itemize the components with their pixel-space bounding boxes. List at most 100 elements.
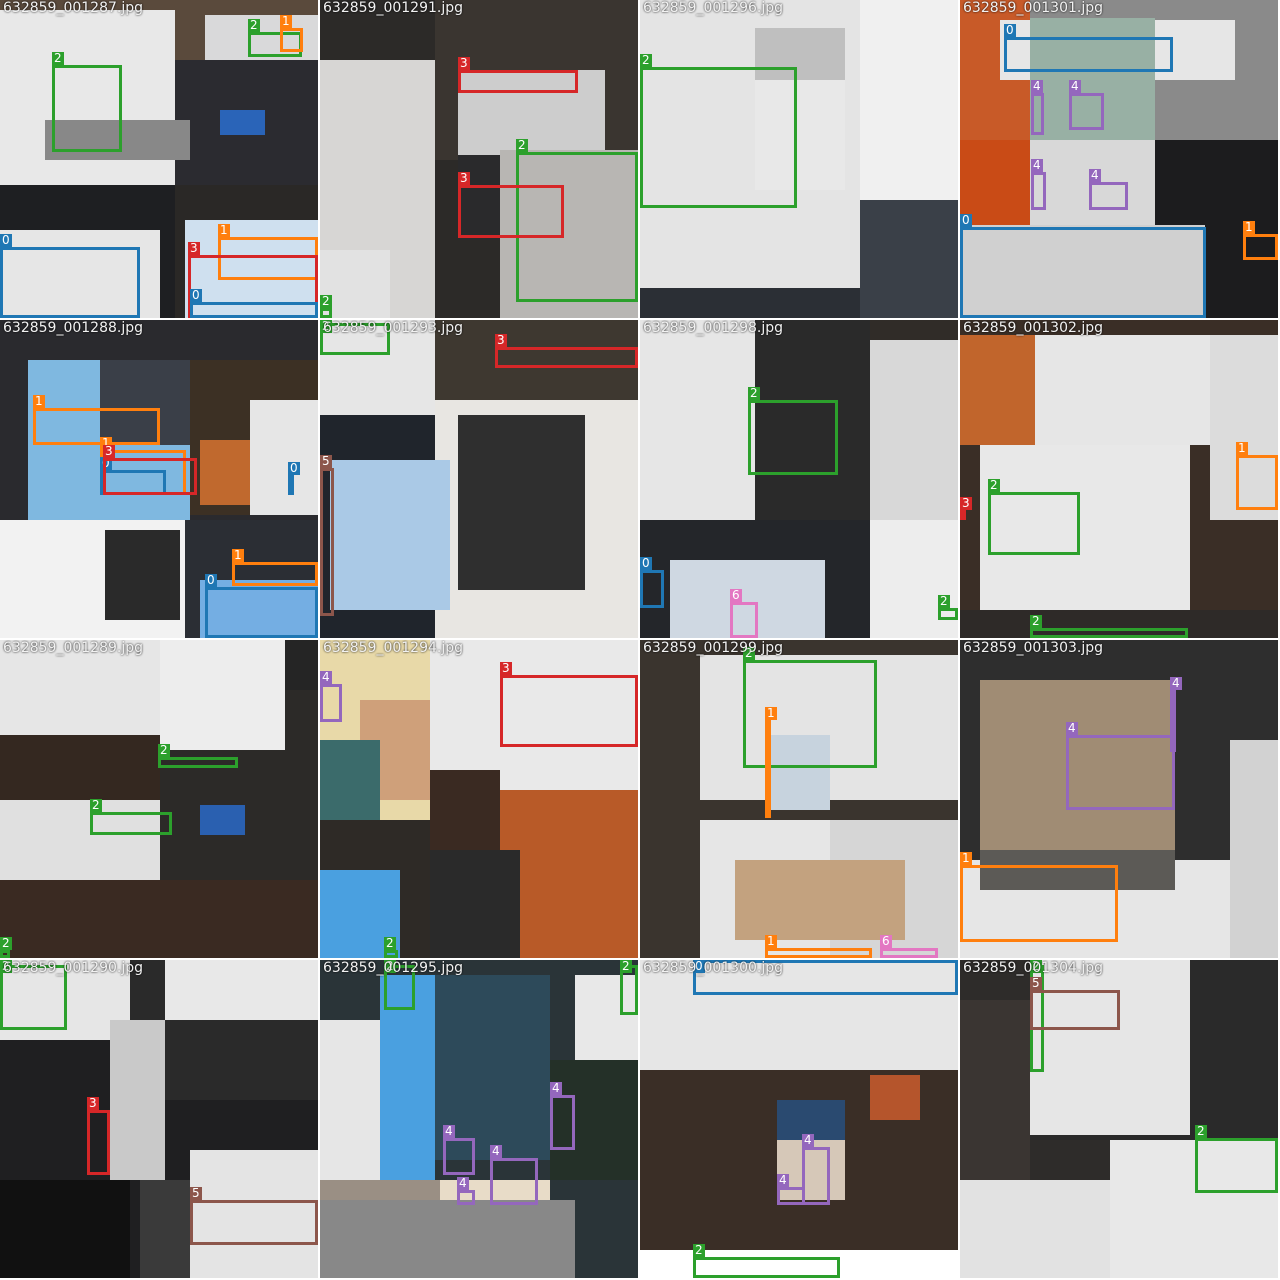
tile-filename: 632859_001290.jpg — [3, 960, 143, 976]
image-patch — [960, 335, 1035, 445]
box-class-label: 1 — [280, 14, 292, 28]
tile-filename: 632859_001304.jpg — [963, 960, 1103, 976]
bounding-box — [320, 684, 342, 722]
image-patch — [575, 975, 638, 1060]
image-patch — [165, 960, 318, 1020]
bounding-box — [550, 1095, 575, 1150]
bounding-box — [288, 475, 294, 495]
image-patch — [220, 110, 265, 135]
bounding-box — [730, 602, 758, 638]
bounding-box — [1195, 1138, 1278, 1193]
image-patch — [980, 680, 1175, 850]
box-class-label: 4 — [1031, 79, 1043, 93]
bounding-box — [87, 1110, 110, 1175]
image-patch — [960, 1180, 1110, 1278]
bounding-box — [280, 28, 303, 52]
bounding-box — [693, 960, 958, 995]
image-patch — [960, 225, 1205, 318]
tile-filename: 632859_001302.jpg — [963, 320, 1103, 336]
image-patch — [320, 250, 390, 318]
image-patch — [320, 1200, 575, 1278]
tile-filename: 632859_001294.jpg — [323, 640, 463, 656]
box-class-label: 2 — [384, 936, 396, 950]
mosaic-tile: 2 2 4 4 4 4 632859_001295.jpg — [320, 960, 638, 1278]
image-patch — [500, 150, 638, 318]
bounding-box — [103, 458, 197, 495]
bounding-box — [205, 587, 318, 638]
mosaic-tile: 2 0 6 2 632859_001298.jpg — [640, 320, 958, 638]
image-patch — [160, 640, 285, 750]
mosaic-tile: 4 4 1 632859_001303.jpg — [960, 640, 1278, 958]
box-class-label: 4 — [550, 1081, 562, 1095]
bounding-box — [320, 323, 390, 355]
mosaic-tile: 2 632859_001296.jpg — [640, 0, 958, 318]
box-class-label: 4 — [1069, 79, 1081, 93]
image-patch — [435, 320, 638, 400]
box-class-label: 5 — [320, 454, 332, 468]
bounding-box — [190, 302, 318, 318]
mosaic-tile: 1 1 0 3 0 1 0 632859_001288.jpg — [0, 320, 318, 638]
bounding-box — [0, 965, 67, 1030]
tile-filename: 632859_001298.jpg — [643, 320, 783, 336]
bounding-box — [457, 1190, 475, 1205]
image-patch — [860, 0, 958, 200]
bounding-box — [960, 510, 966, 520]
box-class-label: 2 — [1195, 1124, 1207, 1138]
box-class-label: 2 — [0, 936, 12, 950]
image-patch — [870, 340, 958, 520]
box-class-label: 0 — [1004, 23, 1016, 37]
tile-filename: 632859_001288.jpg — [3, 320, 143, 336]
box-class-label: 1 — [33, 394, 45, 408]
image-patch — [1210, 335, 1278, 520]
box-class-label: 3 — [500, 661, 512, 675]
bounding-box — [90, 812, 172, 835]
bounding-box — [490, 1158, 538, 1205]
box-class-label: 4 — [1031, 158, 1043, 172]
image-patch — [765, 735, 830, 810]
image-patch — [0, 880, 318, 958]
image-patch — [330, 460, 450, 610]
box-class-label: 0 — [0, 233, 12, 247]
image-patch — [0, 735, 160, 800]
box-class-label: 2 — [743, 646, 755, 660]
image-patch — [285, 640, 318, 690]
bounding-box — [1004, 37, 1173, 72]
box-class-label: 3 — [458, 56, 470, 70]
mosaic-tile: 2 1 1 6 632859_001299.jpg — [640, 640, 958, 958]
box-class-label: 2 — [693, 1243, 705, 1257]
image-patch — [430, 850, 520, 958]
image-patch — [430, 770, 500, 850]
image-patch — [670, 560, 825, 638]
image-patch — [1230, 740, 1278, 958]
image-patch — [45, 120, 190, 160]
box-class-label: 2 — [1030, 614, 1042, 628]
image-patch — [755, 80, 845, 190]
image-patch — [870, 520, 958, 638]
image-patch — [458, 415, 585, 590]
image-patch — [185, 220, 318, 318]
bounding-box — [384, 965, 415, 1010]
box-class-label: 0 — [693, 960, 705, 973]
box-class-label: 2 — [320, 320, 332, 333]
bounding-box — [1066, 735, 1175, 810]
box-class-label: 6 — [880, 934, 892, 948]
tile-filename: 632859_001301.jpg — [963, 0, 1103, 16]
box-class-label: 4 — [777, 1173, 789, 1187]
box-class-label: 4 — [802, 1133, 814, 1147]
image-patch — [1035, 335, 1210, 445]
bounding-box — [516, 152, 638, 302]
bounding-box — [0, 247, 140, 318]
bounding-box — [938, 608, 958, 620]
bounding-box — [52, 65, 122, 152]
bounding-box — [743, 660, 877, 768]
image-patch — [640, 320, 755, 520]
image-patch — [1030, 960, 1190, 1135]
bounding-box — [640, 67, 797, 208]
box-class-label: 3 — [188, 241, 200, 255]
box-class-label: 4 — [1170, 676, 1182, 690]
mosaic-tile: 4 3 2 632859_001294.jpg — [320, 640, 638, 958]
image-patch — [200, 805, 245, 835]
image-patch — [0, 230, 160, 318]
box-class-label: 2 — [248, 18, 260, 32]
